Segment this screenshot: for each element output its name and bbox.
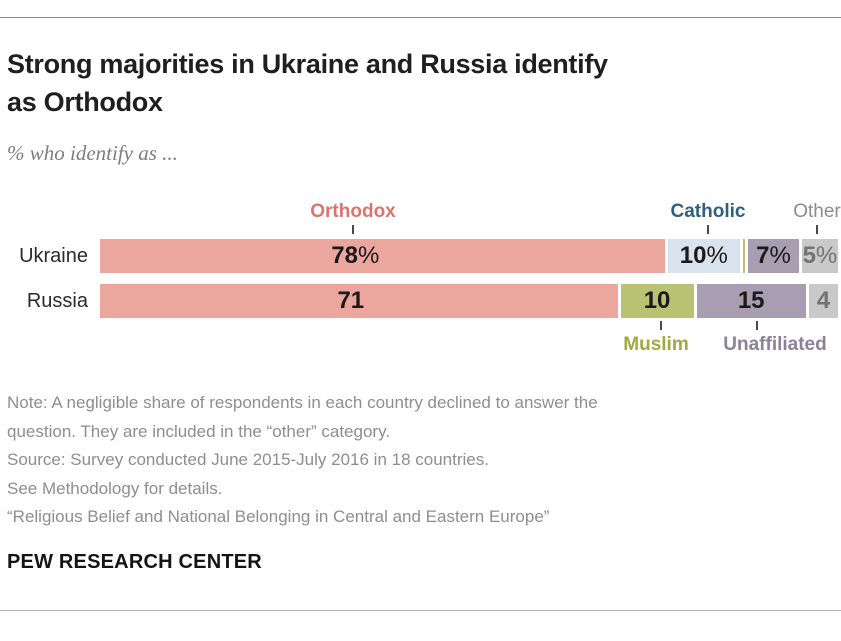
tick-orthodox <box>352 225 354 234</box>
row-label-russia: Russia <box>26 290 88 312</box>
row-label-ukraine: Ukraine <box>19 245 88 267</box>
value-label-russia-other: 4 <box>816 287 831 314</box>
bar-segment-ukraine-other: 5% <box>801 239 839 273</box>
tick-other <box>816 225 818 234</box>
value-label-russia-unaffiliated: 15 <box>737 287 765 314</box>
category-label-catholic: Catholic <box>670 201 746 222</box>
bar-segment-ukraine-unaffiliated: 7% <box>748 239 799 273</box>
category-label-orthodox: Orthodox <box>310 201 396 222</box>
category-label-unaffiliated: Unaffiliated <box>723 334 827 355</box>
bar-row-ukraine: Ukraine 78% 10% 7% 5% <box>0 239 841 273</box>
bar-track-ukraine: 78% 10% 7% 5% <box>100 239 839 273</box>
bar-track-russia: 71 10 15 4 <box>100 284 838 318</box>
bar-segment-russia-orthodox: 71 <box>100 284 618 318</box>
chart-subtitle: % who identify as ... <box>7 141 178 165</box>
chart-title-line2: as Orthodox <box>7 87 163 117</box>
value-label-ukraine-catholic: 10% <box>679 242 728 269</box>
bar-segment-ukraine-muslim <box>742 239 746 273</box>
value-label-ukraine-other: 5% <box>802 242 838 269</box>
bar-segment-ukraine-orthodox: 78% <box>100 239 665 273</box>
category-label-other: Other <box>793 201 841 222</box>
stacked-bar-chart: Ukraine 78% 10% 7% 5% Russia 71 10 15 4 <box>0 239 841 329</box>
value-label-russia-orthodox: 71 <box>337 287 365 314</box>
bottom-divider <box>0 610 841 611</box>
value-label-russia-muslim: 10 <box>643 287 671 314</box>
bar-row-russia: Russia 71 10 15 4 <box>0 284 841 318</box>
value-label-ukraine-orthodox: 78% <box>331 242 380 269</box>
chart-title: Strong majorities in Ukraine and Russia … <box>7 45 807 121</box>
tick-catholic <box>707 225 709 234</box>
bar-segment-russia-other: 4 <box>808 284 838 318</box>
note-line: question. They are included in the “othe… <box>7 421 391 441</box>
brand-footer: PEW RESEARCH CENTER <box>7 551 262 573</box>
tick-unaffiliated <box>756 321 758 330</box>
note-line: Note: A negligible share of respondents … <box>7 393 598 412</box>
bar-segment-russia-muslim: 10 <box>620 284 694 318</box>
note-line: See Methodology for details. <box>7 478 223 498</box>
bar-segment-ukraine-catholic: 10% <box>667 239 740 273</box>
note-line: “Religious Belief and National Belonging… <box>7 507 550 526</box>
note-line: Source: Survey conducted June 2015-July … <box>7 450 489 469</box>
value-label-ukraine-unaffiliated: 7% <box>756 242 791 269</box>
top-divider <box>0 17 841 18</box>
chart-title-line1: Strong majorities in Ukraine and Russia … <box>7 49 608 79</box>
bar-segment-russia-unaffiliated: 15 <box>696 284 806 318</box>
tick-muslim <box>660 321 662 330</box>
chart-notes: Note: A negligible share of respondents … <box>7 389 827 532</box>
category-label-muslim: Muslim <box>623 334 689 355</box>
